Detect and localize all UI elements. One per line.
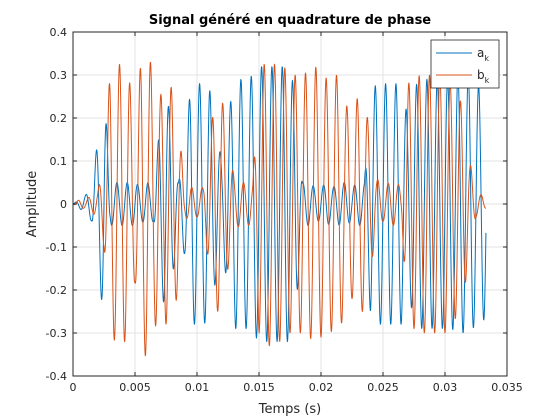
- y-tick-label: 0.3: [50, 69, 68, 82]
- y-tick-label: 0.1: [50, 155, 68, 168]
- x-tick-label: 0.005: [119, 381, 151, 394]
- x-tick-label: 0.03: [433, 381, 458, 394]
- y-tick-label: 0.2: [50, 112, 68, 125]
- y-axis-label: Amplitude: [25, 171, 40, 238]
- x-tick-label: 0.025: [367, 381, 399, 394]
- y-tick-label: 0.4: [50, 26, 68, 39]
- y-tick-label: -0.3: [46, 327, 67, 340]
- y-tick-label: 0: [60, 198, 67, 211]
- y-tick-label: -0.1: [46, 241, 67, 254]
- x-axis-label: Temps (s): [258, 402, 321, 417]
- x-tick-label: 0.015: [243, 381, 275, 394]
- legend-label-b-sub: k: [485, 76, 490, 85]
- chart-title: Signal généré en quadrature de phase: [149, 13, 431, 28]
- y-tick-label: -0.4: [46, 370, 67, 383]
- y-tick-label: -0.2: [46, 284, 67, 297]
- x-tick-label: 0.035: [491, 381, 523, 394]
- legend-label-b-name: b: [477, 68, 485, 82]
- x-tick-label: 0.01: [185, 381, 210, 394]
- legend-label-a-name: a: [477, 46, 484, 60]
- x-tick-label: 0.02: [309, 381, 334, 394]
- legend: ak bk: [431, 40, 499, 88]
- x-tick-label: 0: [70, 381, 77, 394]
- legend-label-a-sub: k: [484, 54, 489, 63]
